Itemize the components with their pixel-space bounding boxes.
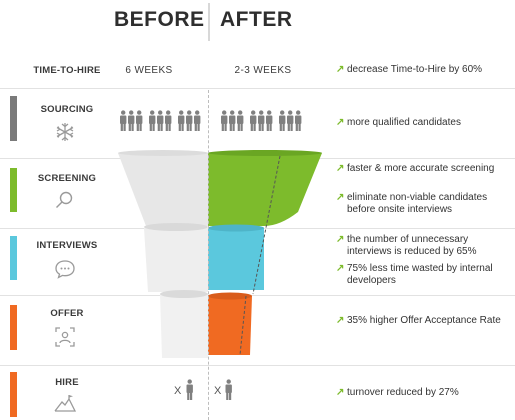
before-header: BEFORE xyxy=(114,8,205,31)
after-hire-person-icon xyxy=(225,379,232,400)
offer-bar xyxy=(10,305,17,350)
time-to-hire-label: TIME-TO-HIRE xyxy=(33,65,101,76)
screening-bar xyxy=(10,168,17,212)
screening-note-1: ↗ faster & more accurate screening xyxy=(336,163,495,174)
center-divider xyxy=(208,90,209,420)
time-to-hire-note: ↗ decrease Time-to-Hire by 60% xyxy=(336,64,483,75)
arrow-icon: ↗ xyxy=(336,234,345,245)
arrow-icon: ↗ xyxy=(336,117,345,128)
before-weeks: 6 WEEKS xyxy=(125,65,173,76)
after-weeks: 2-3 WEEKS xyxy=(234,65,292,76)
arrow-icon: ↗ xyxy=(336,387,345,398)
before-hire-mark: X xyxy=(174,385,182,397)
interviews-bar xyxy=(10,236,17,280)
person-icon xyxy=(279,110,286,131)
person-icon xyxy=(120,110,127,131)
person-icon xyxy=(237,110,244,131)
person-icon xyxy=(128,110,135,131)
offer-note-1: ↗ 35% higher Offer Acceptance Rate xyxy=(336,315,501,326)
person-frame-icon xyxy=(55,327,75,347)
person-icon xyxy=(258,110,265,131)
magnifier-icon xyxy=(56,191,73,208)
row-label-offer: OFFER xyxy=(50,308,84,319)
person-icon xyxy=(295,110,302,131)
arrow-icon: ↗ xyxy=(336,192,345,203)
mountain-flag-icon xyxy=(54,395,76,412)
arrow-icon: ↗ xyxy=(336,64,345,75)
separator xyxy=(0,295,515,296)
person-icon xyxy=(250,110,257,131)
person-icon xyxy=(186,379,193,400)
after-header: AFTER xyxy=(220,8,293,31)
person-icon xyxy=(225,379,232,400)
person-icon xyxy=(165,110,172,131)
person-icon xyxy=(186,110,193,131)
person-icon xyxy=(287,110,294,131)
interviews-note-1: ↗ the number of unnecessary interviews is… xyxy=(336,234,477,257)
row-label-hire: HIRE xyxy=(55,377,79,388)
before-candidates-icon xyxy=(120,110,201,131)
before-hire-person-icon xyxy=(186,379,193,400)
row-label-sourcing: SOURCING xyxy=(40,104,94,115)
hire-note-1: ↗ turnover reduced by 27% xyxy=(336,387,459,398)
arrow-icon: ↗ xyxy=(336,163,345,174)
arrow-icon: ↗ xyxy=(336,263,345,274)
after-hire-mark: X xyxy=(214,385,222,397)
hire-bar xyxy=(10,372,17,417)
person-icon xyxy=(178,110,185,131)
separator xyxy=(0,365,515,366)
row-label-screening: SCREENING xyxy=(37,173,97,184)
person-icon xyxy=(266,110,273,131)
person-icon xyxy=(194,110,201,131)
after-candidates-icon xyxy=(221,110,302,131)
interviews-note-2: ↗ 75% less time wasted by internal develo… xyxy=(336,263,493,286)
sourcing-note-1: ↗ more qualified candidates xyxy=(336,117,461,128)
sourcing-bar xyxy=(10,96,17,141)
chat-bubble-icon xyxy=(55,260,75,279)
header-divider xyxy=(208,3,210,41)
person-icon xyxy=(149,110,156,131)
separator xyxy=(0,88,515,89)
screening-note-2: ↗ eliminate non-viable candidates before … xyxy=(336,192,488,215)
person-icon xyxy=(157,110,164,131)
arrow-icon: ↗ xyxy=(336,315,345,326)
person-icon xyxy=(136,110,143,131)
person-icon xyxy=(229,110,236,131)
person-icon xyxy=(221,110,228,131)
row-label-interviews: INTERVIEWS xyxy=(36,240,98,251)
snowflake-network-icon xyxy=(56,123,74,141)
